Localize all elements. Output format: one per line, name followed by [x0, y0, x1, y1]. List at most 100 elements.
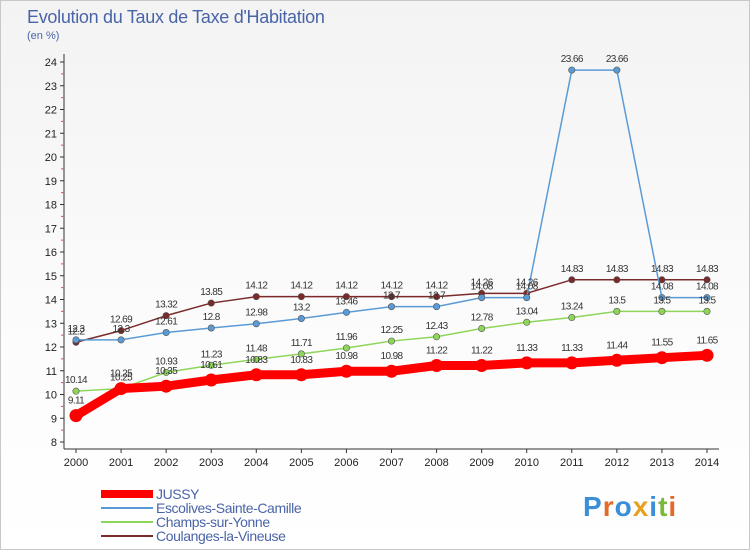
legend-swatch — [101, 535, 153, 537]
chart-title: Evolution du Taux de Taxe d'Habitation — [27, 7, 325, 27]
data-label: 14.26 — [516, 277, 539, 288]
y-tick-label: 11 — [46, 366, 57, 378]
data-point — [478, 294, 486, 302]
data-label: 12.98 — [245, 308, 268, 319]
data-point — [385, 364, 398, 378]
y-tick-label: 22 — [45, 105, 57, 117]
data-point — [703, 276, 711, 284]
data-label: 11.96 — [336, 332, 358, 343]
y-tick-label: 16 — [45, 247, 57, 259]
data-point — [252, 293, 260, 301]
y-tick-label: 20 — [45, 152, 57, 164]
data-label: 13.7 — [428, 291, 446, 302]
data-label: 14.83 — [606, 264, 629, 275]
logo-letter: i — [668, 491, 678, 522]
y-tick-label: 13 — [45, 318, 57, 330]
data-label: 11.48 — [246, 343, 268, 354]
data-label: 13.5 — [608, 295, 626, 306]
data-point — [568, 66, 576, 74]
data-point — [342, 308, 350, 316]
data-point — [565, 356, 579, 370]
logo-letter: P — [583, 491, 603, 522]
data-point — [117, 336, 125, 344]
data-label: 14.08 — [651, 282, 674, 293]
data-point — [252, 320, 260, 328]
data-point — [703, 307, 711, 315]
y-tick-label: 18 — [45, 200, 57, 212]
data-label: 10.98 — [380, 351, 403, 362]
data-point — [658, 294, 666, 302]
data-point — [117, 327, 125, 335]
x-tick-label: 2011 — [560, 457, 584, 469]
data-point — [339, 364, 353, 378]
x-tick-label: 2006 — [334, 457, 358, 469]
data-label: 14.12 — [335, 281, 358, 292]
legend-label: Escolives-Sainte-Camille — [156, 500, 302, 516]
data-point — [568, 314, 576, 322]
data-label: 10.25 — [110, 373, 133, 384]
data-label: 12.2 — [67, 326, 85, 337]
data-point — [297, 293, 305, 301]
data-point — [162, 312, 170, 320]
data-label: 14.83 — [651, 264, 674, 275]
y-tick-label: 21 — [45, 128, 57, 140]
data-label: 10.25 — [110, 369, 133, 380]
x-tick-label: 2005 — [289, 457, 313, 469]
x-tick-label: 2008 — [424, 457, 448, 469]
y-tick-label: 19 — [45, 176, 57, 188]
data-point — [658, 307, 666, 315]
x-tick-label: 2004 — [244, 457, 268, 469]
data-label: 12.61 — [155, 317, 178, 328]
logo-letter: i — [649, 491, 659, 522]
data-label: 12.43 — [426, 321, 449, 332]
data-label: 13.7 — [383, 291, 401, 302]
data-point — [342, 293, 350, 301]
data-point — [655, 351, 669, 365]
y-tick-label: 10 — [45, 390, 57, 402]
data-point — [433, 333, 441, 341]
legend-label: Champs-sur-Yonne — [156, 514, 270, 530]
proxiti-logo: Proxiti — [583, 491, 677, 523]
x-tick-label: 2010 — [514, 457, 538, 469]
data-point — [162, 329, 170, 337]
x-tick-label: 2007 — [379, 457, 403, 469]
data-label: 14.83 — [696, 264, 719, 275]
x-tick-label: 2000 — [64, 457, 88, 469]
legend-swatch — [101, 490, 153, 498]
data-point — [69, 409, 83, 423]
legend-swatch — [101, 507, 153, 509]
x-tick-label: 2009 — [469, 457, 493, 469]
x-tick-label: 2012 — [605, 457, 629, 469]
data-label: 11.71 — [291, 338, 313, 349]
data-label: 13.85 — [200, 287, 223, 298]
y-tick-label: 23 — [45, 81, 57, 93]
data-point — [159, 379, 173, 393]
y-tick-label: 17 — [45, 223, 57, 235]
data-point — [433, 303, 441, 311]
x-tick-label: 2001 — [109, 457, 133, 469]
data-label: 11.44 — [606, 340, 628, 351]
data-point — [613, 276, 621, 284]
data-point — [252, 355, 260, 363]
data-point — [162, 368, 170, 376]
logo-letter: x — [632, 491, 650, 522]
legend-swatch — [101, 521, 153, 523]
legend-label: JUSSY — [156, 486, 200, 502]
x-tick-label: 2014 — [695, 457, 719, 469]
data-label: 12.3 — [67, 324, 85, 335]
data-label: 13.5 — [653, 295, 671, 306]
logo-letter: o — [614, 491, 633, 522]
data-label: 12.3 — [113, 324, 131, 335]
data-point — [433, 293, 441, 301]
y-tick-label: 8 — [51, 437, 57, 449]
data-label: 10.93 — [155, 356, 178, 367]
data-label: 12.25 — [380, 325, 403, 336]
data-label: 10.98 — [335, 351, 358, 362]
data-label: 13.46 — [335, 296, 358, 307]
data-point — [610, 353, 624, 367]
data-label: 11.22 — [426, 346, 448, 357]
data-label: 10.83 — [245, 355, 268, 366]
series-lines — [69, 66, 714, 423]
data-point — [249, 368, 263, 382]
